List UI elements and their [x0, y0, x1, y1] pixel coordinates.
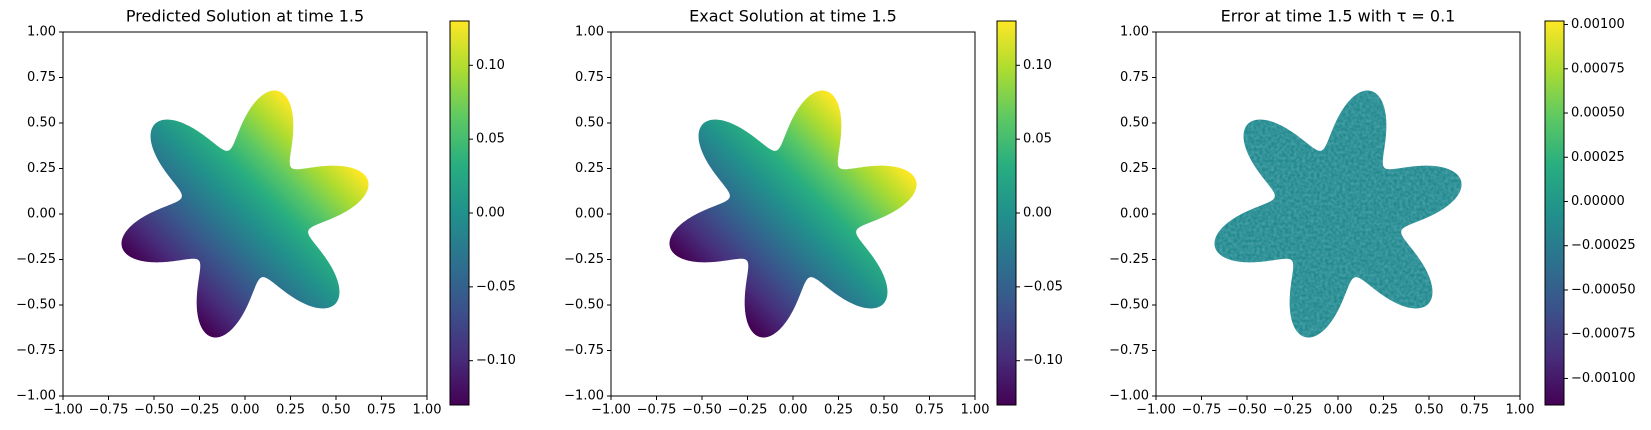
- x-tick-label: 0.75: [915, 403, 944, 418]
- x-tick-label: −1.00: [1136, 403, 1176, 418]
- colorbar-tick-label: 0.00000: [1571, 194, 1625, 209]
- colorbar-tick-label: −0.10: [1023, 353, 1063, 368]
- y-tick-label: 0.50: [27, 116, 56, 131]
- chart-title: Exact Solution at time 1.5: [689, 7, 897, 26]
- colorbar: [996, 20, 1017, 406]
- y-tick-label: −1.00: [1109, 389, 1149, 404]
- x-tick-label: −0.50: [1227, 403, 1267, 418]
- y-tick-label: −1.00: [16, 389, 56, 404]
- colorbar-tick-label: 0.05: [476, 132, 505, 147]
- x-tick-label: 0.50: [322, 403, 351, 418]
- colorbar-tick-label: 0.10: [476, 58, 505, 73]
- colorbar-tick-label: −0.00050: [1571, 282, 1636, 297]
- chart-title: Error at time 1.5 with τ = 0.1: [1221, 7, 1456, 26]
- y-tick-label: 0.50: [575, 116, 604, 131]
- colorbar-tick-label: −0.00100: [1571, 371, 1636, 386]
- x-tick-label: 0.25: [276, 403, 305, 418]
- colorbar-tick-label: 0.00075: [1571, 61, 1625, 76]
- colorbar-tick-label: −0.05: [1023, 279, 1063, 294]
- y-tick-label: 1.00: [575, 25, 604, 40]
- y-tick-label: −0.75: [1109, 343, 1149, 358]
- y-tick-label: 1.00: [27, 25, 56, 40]
- x-tick-label: −0.25: [180, 403, 220, 418]
- x-tick-label: 0.00: [231, 403, 260, 418]
- field: [669, 90, 917, 338]
- y-tick-label: −0.25: [16, 252, 56, 267]
- x-tick-label: 0.00: [779, 403, 808, 418]
- colorbar-tick-label: 0.00050: [1571, 106, 1625, 121]
- x-tick-label: 0.75: [367, 403, 396, 418]
- y-tick-label: −0.50: [564, 298, 604, 313]
- y-tick-label: 0.25: [575, 161, 604, 176]
- y-tick-label: −0.25: [1109, 252, 1149, 267]
- field-noise: [1214, 90, 1462, 338]
- y-tick-label: 0.50: [1120, 116, 1149, 131]
- x-tick-label: −0.75: [637, 403, 677, 418]
- y-tick-label: 0.00: [27, 207, 56, 222]
- colorbar-tick-label: 0.05: [1023, 132, 1052, 147]
- y-tick-label: −0.50: [16, 298, 56, 313]
- colorbar-tick-label: −0.05: [476, 279, 516, 294]
- colorbar-tick-label: −0.00075: [1571, 327, 1636, 342]
- x-tick-label: −1.00: [43, 403, 83, 418]
- colorbar-tick-label: −0.00025: [1571, 238, 1636, 253]
- y-tick-label: 0.75: [575, 70, 604, 85]
- colorbar: [449, 20, 470, 406]
- colorbar-tick-label: −0.10: [476, 353, 516, 368]
- colorbar-tick-label: 0.00100: [1571, 17, 1625, 32]
- y-tick-label: 0.75: [1120, 70, 1149, 85]
- colorbar-tick-label: 0.00025: [1571, 150, 1625, 165]
- colorbar: [1544, 20, 1565, 406]
- colorbar-tick-label: 0.10: [1023, 58, 1052, 73]
- y-tick-label: 0.75: [27, 70, 56, 85]
- x-tick-label: −0.50: [682, 403, 722, 418]
- x-tick-label: 0.75: [1460, 403, 1489, 418]
- x-tick-label: 0.25: [824, 403, 853, 418]
- x-tick-label: −0.75: [89, 403, 129, 418]
- x-tick-label: 0.50: [870, 403, 899, 418]
- x-tick-label: 0.25: [1369, 403, 1398, 418]
- x-tick-label: 1.00: [1506, 403, 1535, 418]
- y-tick-label: 0.00: [1120, 207, 1149, 222]
- y-tick-label: 1.00: [1120, 25, 1149, 40]
- chart-title: Predicted Solution at time 1.5: [126, 7, 364, 26]
- y-tick-label: −0.75: [16, 343, 56, 358]
- x-tick-label: −0.25: [1273, 403, 1313, 418]
- x-tick-label: −0.75: [1182, 403, 1222, 418]
- x-tick-label: −1.00: [591, 403, 631, 418]
- y-tick-label: 0.25: [27, 161, 56, 176]
- y-tick-label: 0.00: [575, 207, 604, 222]
- x-tick-label: 0.50: [1415, 403, 1444, 418]
- x-tick-label: −0.25: [728, 403, 768, 418]
- colorbar-tick-label: 0.00: [1023, 206, 1052, 221]
- y-tick-label: 0.25: [1120, 161, 1149, 176]
- field: [121, 90, 369, 338]
- x-tick-label: −0.50: [134, 403, 174, 418]
- x-tick-label: 1.00: [413, 403, 442, 418]
- x-tick-label: 1.00: [961, 403, 990, 418]
- y-tick-label: −0.75: [564, 343, 604, 358]
- y-tick-label: −0.50: [1109, 298, 1149, 313]
- y-tick-label: −0.25: [564, 252, 604, 267]
- colorbar-tick-label: 0.00: [476, 206, 505, 221]
- x-tick-label: 0.00: [1324, 403, 1353, 418]
- y-tick-label: −1.00: [564, 389, 604, 404]
